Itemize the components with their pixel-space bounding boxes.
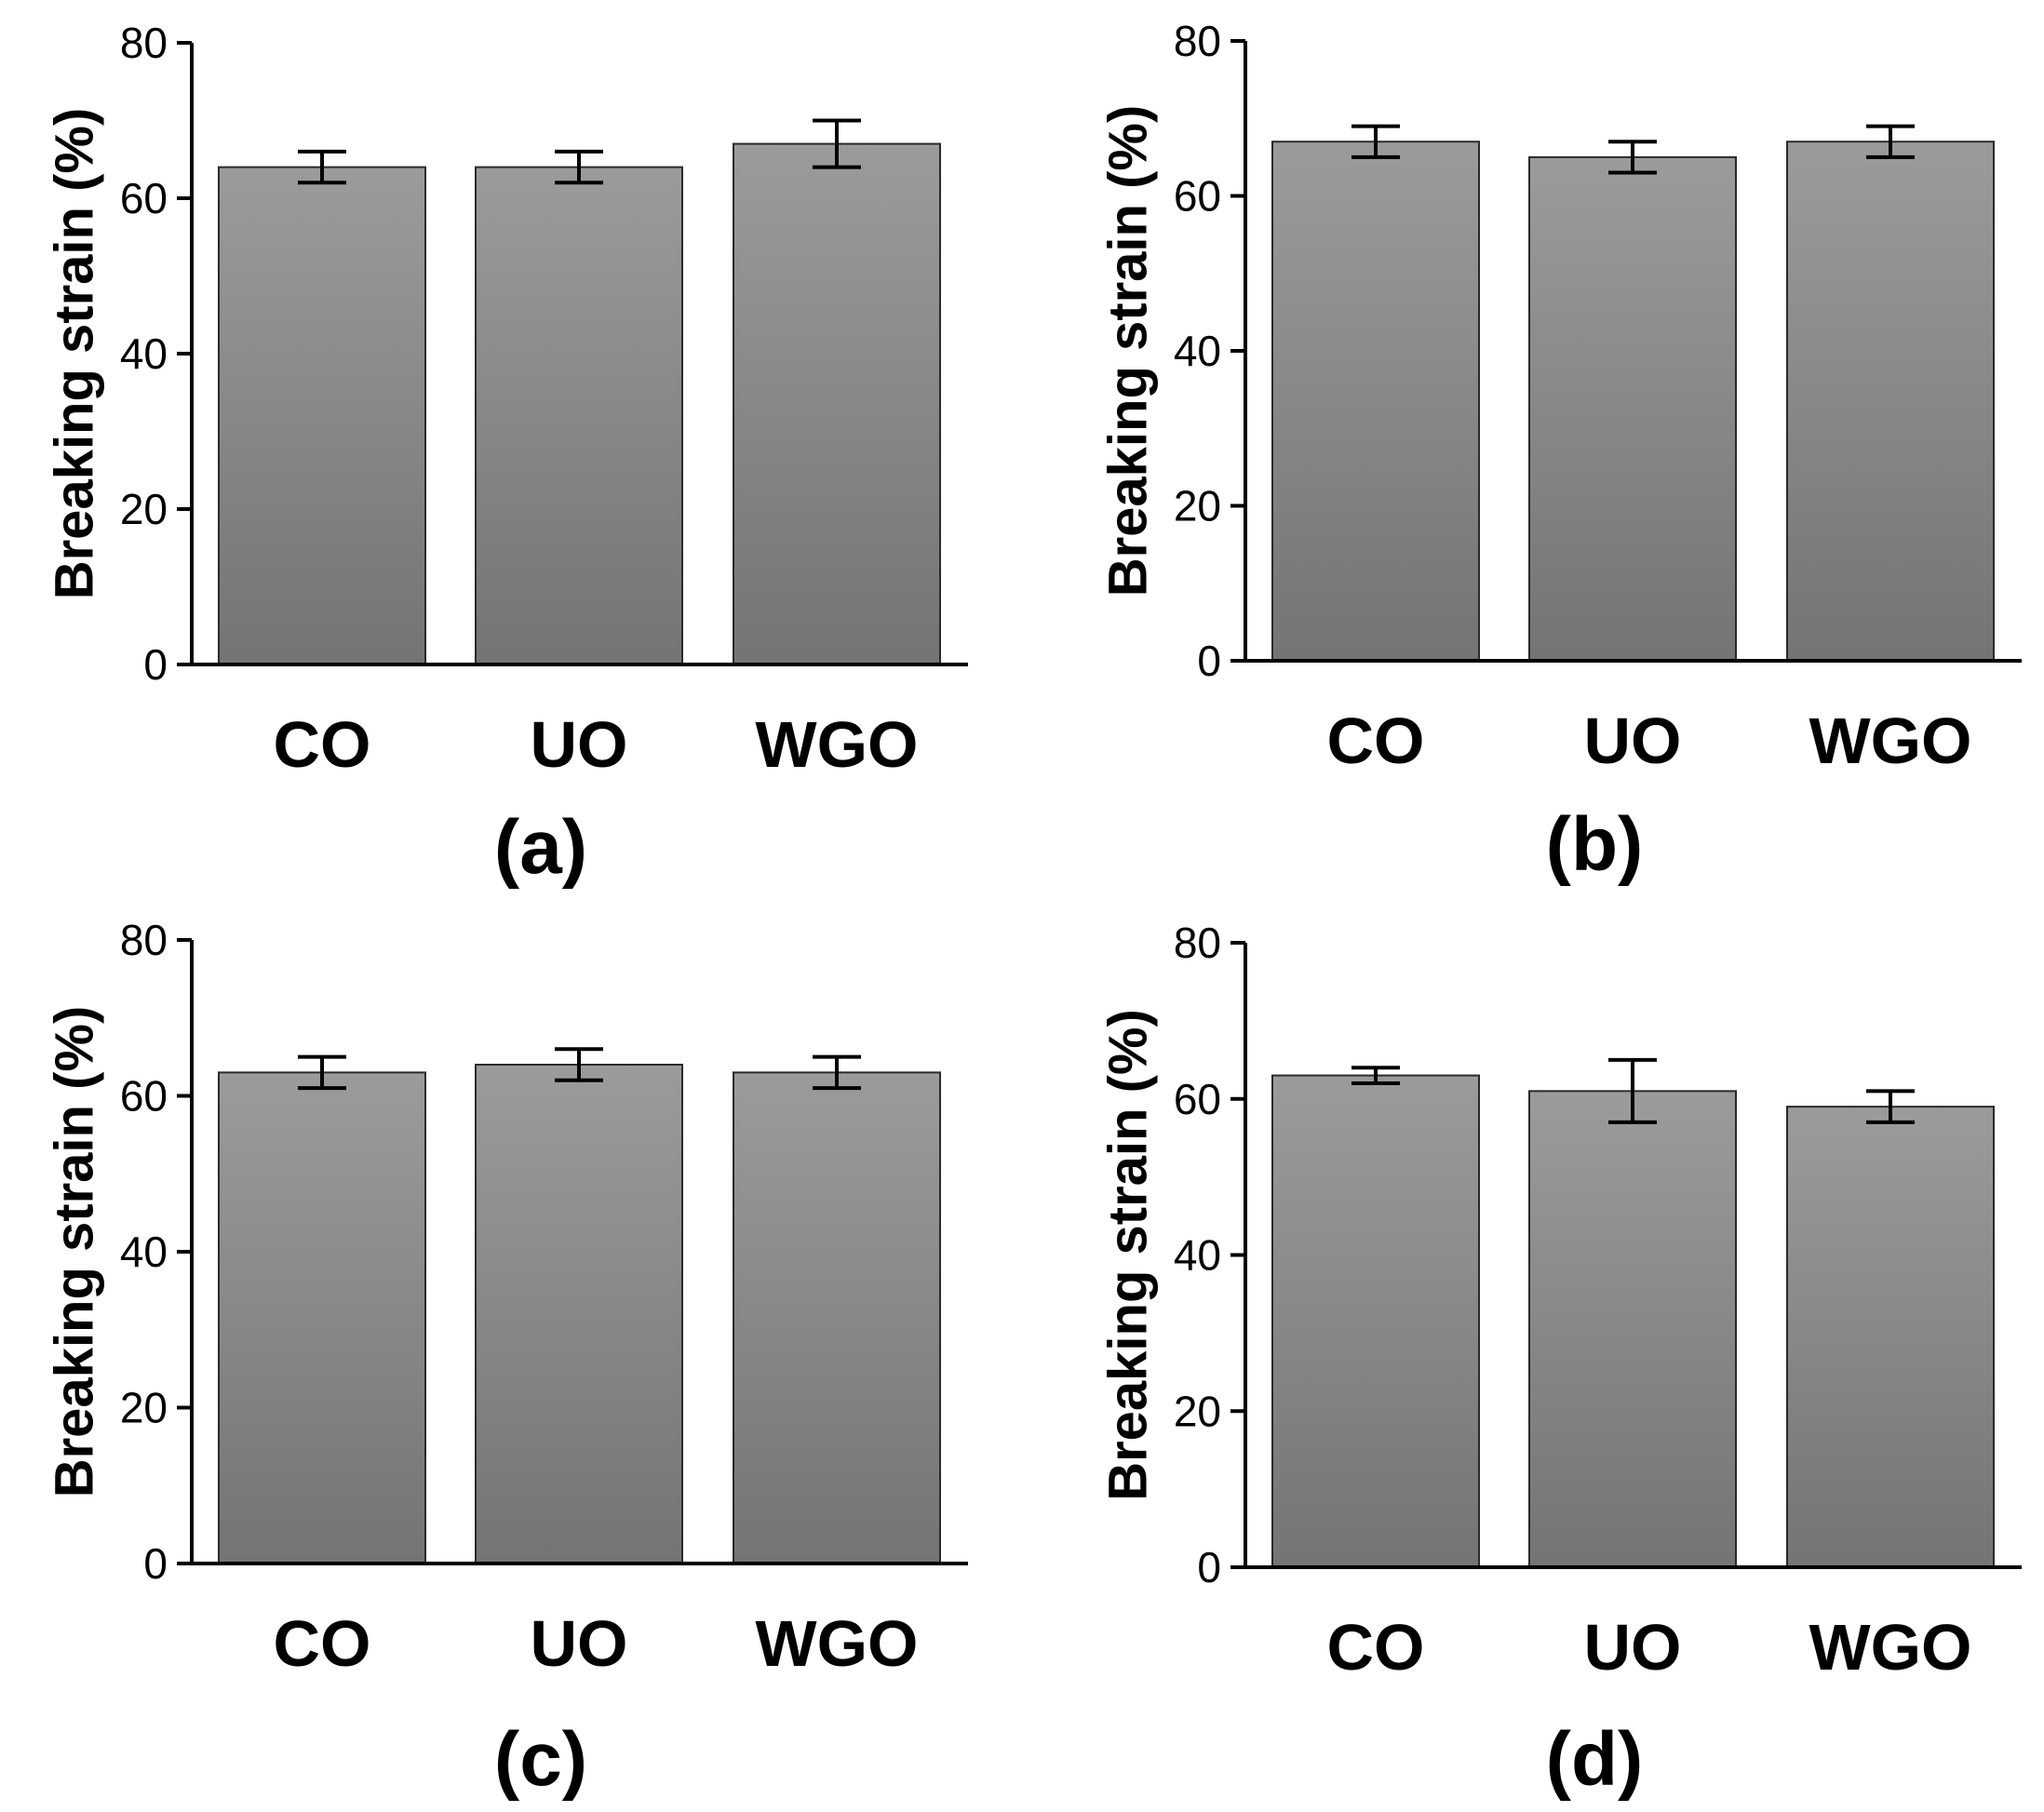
y-tick-label: 20 <box>120 1384 168 1432</box>
y-axis-title: Breaking strain (%) <box>1098 1009 1159 1501</box>
bar-wgo <box>1786 141 1995 663</box>
panel-b: 0 20 40 60 80 CO UO WGO Breaking strain (%) (b) <box>1098 17 2022 887</box>
y-tick-label: 80 <box>1174 919 1221 967</box>
y-tick-label: 60 <box>1174 172 1221 221</box>
category-label-uo: UO <box>531 1607 628 1680</box>
category-label-wgo: WGO <box>756 1607 919 1680</box>
bar-uo <box>1528 155 1737 662</box>
error-bar-uo <box>555 149 603 185</box>
y-tick-label: 0 <box>143 640 168 689</box>
error-bar-uo <box>1608 1057 1657 1124</box>
bar-wgo <box>733 142 941 666</box>
y-tick-label: 60 <box>120 174 168 222</box>
panel-label-a: (a) <box>494 805 587 890</box>
y-tick-label: 60 <box>1174 1075 1221 1123</box>
category-label-uo: UO <box>1584 1611 1682 1684</box>
error-bar-wgo <box>1866 1089 1915 1124</box>
y-axis-title: Breaking strain (%) <box>45 108 105 600</box>
error-bar-uo <box>555 1047 603 1082</box>
y-tick-label: 20 <box>1174 482 1221 530</box>
error-bar-wgo <box>813 118 861 169</box>
bar-co <box>1271 1074 1480 1568</box>
panel-label-d: (d) <box>1546 1717 1644 1802</box>
panel-a: 0 20 40 60 80 CO UO WGO Breaking strain (%) (a) <box>45 19 968 890</box>
y-tick-label: 0 <box>143 1539 168 1588</box>
y-tick-label: 40 <box>1174 1231 1221 1280</box>
error-bar-wgo <box>1866 124 1915 159</box>
bar-uo <box>475 1064 683 1564</box>
bar-co <box>1271 141 1480 663</box>
bar-uo <box>1528 1090 1737 1569</box>
bar-wgo <box>1786 1106 1995 1568</box>
y-tick-label: 20 <box>120 485 168 533</box>
category-label-co: CO <box>274 708 371 781</box>
y-tick-label: 80 <box>1174 17 1221 65</box>
y-axis-title: Breaking strain (%) <box>1098 105 1159 597</box>
category-label-wgo: WGO <box>1809 1611 1972 1684</box>
panel-label-c: (c) <box>494 1717 587 1802</box>
category-label-wgo: WGO <box>1809 705 1972 777</box>
category-label-co: CO <box>1327 705 1425 777</box>
panel-d: 0 20 40 60 80 CO UO WGO Breaking strain (%) (d) <box>1098 919 2022 1802</box>
panel-label-b: (b) <box>1546 802 1644 887</box>
category-label-uo: UO <box>1584 705 1682 777</box>
error-bar-co <box>1351 124 1400 159</box>
category-label-wgo: WGO <box>756 708 919 781</box>
y-tick-label: 80 <box>120 19 168 67</box>
error-bar-wgo <box>813 1054 861 1091</box>
y-tick-label: 40 <box>1174 327 1221 375</box>
category-label-co: CO <box>1327 1611 1425 1684</box>
panel-c: 0 20 40 60 80 CO UO WGO Breaking strain (%) (c) <box>45 916 968 1802</box>
category-label-uo: UO <box>531 708 628 781</box>
bar-co <box>218 166 426 666</box>
error-bar-uo <box>1608 140 1657 175</box>
error-bar-co <box>298 1054 346 1091</box>
bar-wgo <box>733 1071 941 1564</box>
y-tick-label: 80 <box>120 916 168 964</box>
error-bar-co <box>1351 1066 1400 1085</box>
y-tick-label: 0 <box>1197 637 1221 685</box>
y-tick-label: 40 <box>120 1228 168 1276</box>
y-tick-label: 40 <box>120 329 168 378</box>
bar-uo <box>475 166 683 666</box>
y-axis-title: Breaking strain (%) <box>45 1006 105 1498</box>
category-label-co: CO <box>274 1607 371 1680</box>
y-tick-label: 0 <box>1197 1543 1221 1591</box>
y-tick-label: 60 <box>120 1072 168 1121</box>
error-bar-co <box>298 149 346 185</box>
bar-co <box>218 1071 426 1564</box>
y-tick-label: 20 <box>1174 1387 1221 1435</box>
